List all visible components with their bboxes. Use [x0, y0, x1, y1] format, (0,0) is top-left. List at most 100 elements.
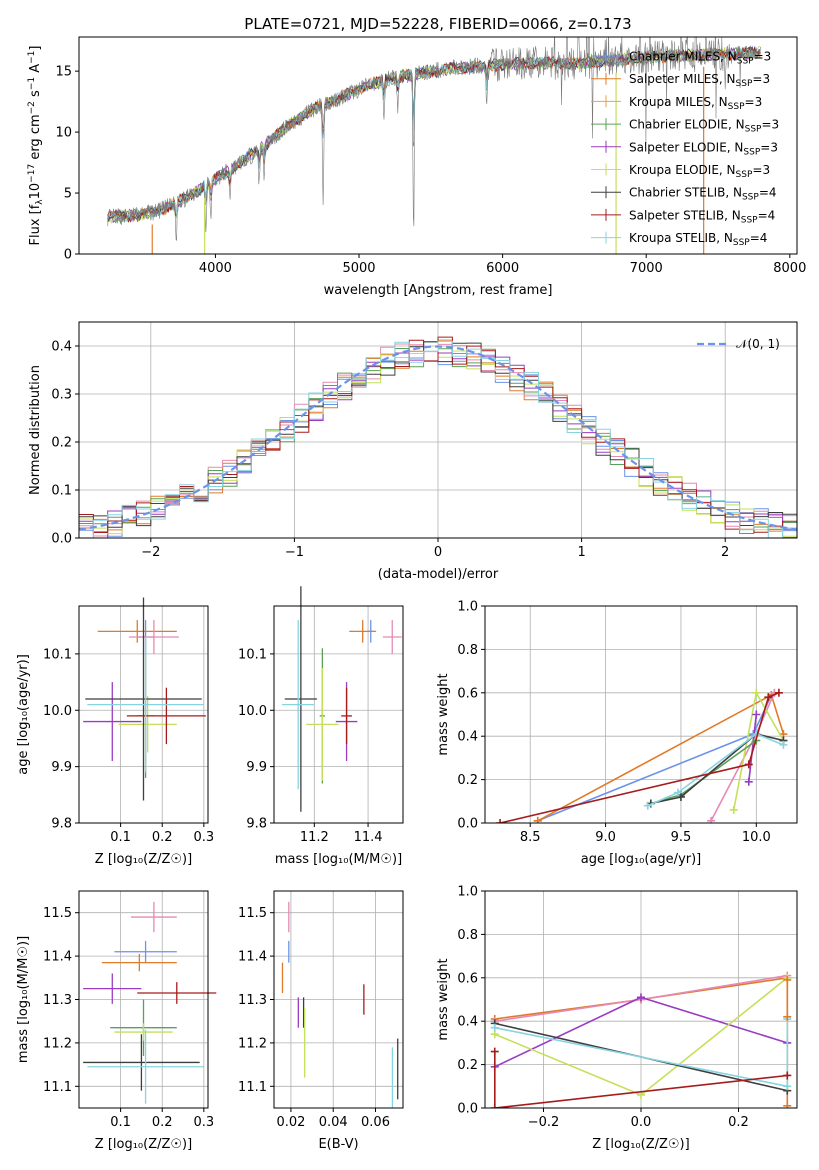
legend-label: Chabrier ELODIE, NSSP=3 — [629, 118, 779, 135]
legend-label: Salpeter ELODIE, NSSP=3 — [629, 140, 778, 157]
weight-marker — [783, 1101, 792, 1108]
y-tick-label: 0.6 — [457, 971, 478, 986]
x-tick-label: 0.06 — [361, 1115, 390, 1130]
y-tick-label: 0.8 — [457, 643, 478, 658]
data-point-kroupa-elodie — [114, 1023, 173, 1041]
panel-mass-vs-Z: 0.1 0.2 0.3 11.1 11.2 11.3 11.4 11.5 Z [log₁₀(Z/… — [16, 890, 217, 1152]
y-tick-label: 11.3 — [43, 993, 72, 1008]
legend-label: Chabrier MILES, NSSP=3 — [629, 50, 771, 67]
x-axis-label: age [log₁₀(age/yr)] — [581, 852, 702, 867]
y-tick-label: 9.9 — [246, 760, 267, 775]
weight-marker — [496, 819, 505, 823]
label-part: ] — [28, 46, 43, 51]
y-tick-label: 9.8 — [51, 817, 72, 832]
legend-label: Salpeter STELIB, NSSP=4 — [629, 208, 775, 225]
data-point-salpeter-miles — [97, 620, 177, 643]
legend-count: =4 — [750, 231, 768, 245]
x-tick-label: 6000 — [486, 261, 519, 276]
data-point-salpeter-stelib — [126, 687, 206, 745]
y-tick-label: 0.4 — [457, 1015, 478, 1030]
weight-lines — [496, 688, 788, 823]
spectrum-lines — [107, 37, 762, 254]
axes-frame — [78, 321, 798, 539]
x-tick-label: 2 — [721, 545, 729, 560]
x-axis-label: Z [log₁₀(Z/Z☉)] — [95, 1137, 192, 1152]
legend-label: Salpeter MILES, NSSP=3 — [629, 72, 770, 89]
y-tick-label: 10.0 — [43, 704, 72, 719]
y-tick-label: 1.0 — [457, 885, 478, 900]
x-tick-label: 0.1 — [110, 1115, 131, 1130]
data-point-kroupa-elodie — [306, 668, 339, 781]
y-tick-label: 15 — [55, 65, 72, 80]
weight-marker — [783, 1012, 792, 1021]
label-part: A — [28, 64, 43, 77]
y-tick-label: 0.1 — [51, 484, 72, 499]
legend-count: =4 — [759, 186, 777, 200]
y-tick-label: 0.2 — [457, 773, 478, 788]
label-part: s — [28, 90, 43, 101]
y-tick-label: 10.1 — [238, 647, 267, 662]
legend-label: Chabrier STELIB, NSSP=4 — [629, 186, 777, 203]
data-point-pink — [382, 620, 402, 654]
y-tick-label: 11.4 — [238, 950, 267, 965]
x-tick-label: 7000 — [630, 261, 663, 276]
label-part: λ — [35, 199, 45, 205]
x-tick-label: 0.2 — [152, 1115, 173, 1130]
x-tick-label: 4000 — [199, 261, 232, 276]
axes-frame — [484, 890, 798, 1109]
y-tick-label: 11.1 — [43, 1080, 72, 1095]
weight-lines — [490, 971, 792, 1108]
histogram-series — [79, 336, 797, 538]
figure-title: PLATE=0721, MJD=52228, FIBERID=0066, z=0… — [244, 15, 631, 33]
panel-mass-vs-ebv: 0.02 0.04 0.06 11.1 11.2 11.3 11.4 11.5 E(B-V) — [238, 890, 404, 1152]
y-tick-label: 0.0 — [457, 817, 478, 832]
x-tick-label: −2 — [141, 545, 160, 560]
data-point-salpeter-miles — [349, 620, 377, 643]
x-tick-label: 0.3 — [193, 1115, 214, 1130]
axes-frame — [484, 605, 798, 824]
x-tick-label: 8000 — [773, 261, 806, 276]
y-tick-label: 10 — [55, 126, 72, 141]
weight-marker — [783, 1082, 792, 1091]
y-axis-label: Normed distribution — [28, 365, 43, 495]
y-axis-label: Flux [fλ10−17 erg cm−2 s−1 A−1] — [27, 46, 45, 246]
legend-count: =3 — [760, 140, 778, 154]
x-tick-label: 0 — [434, 545, 442, 560]
legend-count: =3 — [754, 50, 772, 64]
weight-marker — [744, 760, 753, 769]
legend-count: =3 — [752, 163, 770, 177]
legend-label: Kroupa STELIB, NSSP=4 — [629, 231, 767, 248]
weight-marker — [744, 777, 753, 786]
x-tick-label: 0.0 — [631, 1115, 652, 1130]
weight-marker — [783, 1071, 792, 1080]
data-point-pink — [131, 901, 177, 933]
x-tick-label: 1 — [577, 545, 585, 560]
weight-marker — [533, 816, 542, 823]
x-tick-label: −0.2 — [528, 1115, 560, 1130]
weight-marker — [752, 710, 761, 719]
label-part: −1 — [27, 51, 37, 64]
x-axis-label: mass [log₁₀(M/M☉)] — [275, 852, 402, 867]
observed-spectrum — [107, 37, 762, 241]
data-point-kroupa-stelib — [87, 637, 204, 773]
data-point-kroupa-stelib — [282, 620, 315, 790]
x-axis-label: Z [log₁₀(Z/Z☉)] — [95, 852, 192, 867]
x-tick-label: 9.0 — [595, 830, 616, 845]
y-axis-label: mass weight — [436, 673, 451, 755]
panel-age-vs-Z: 0.1 0.2 0.3 9.8 9.9 10.0 10.1 Z [log₁₀(Z/Z☉)] ag… — [16, 597, 214, 867]
legend-subscript: SSP — [742, 193, 759, 203]
y-tick-label: 9.9 — [51, 760, 72, 775]
weight-marker — [779, 740, 788, 749]
legend-count: =3 — [761, 118, 779, 132]
data-point-pink — [128, 620, 179, 654]
x-tick-label: 0.2 — [728, 1115, 749, 1130]
y-tick-label: 11.3 — [238, 993, 267, 1008]
weight-marker — [637, 993, 645, 1002]
data-point-salpeter-elodie — [83, 973, 142, 1004]
label-part: −1 — [27, 77, 37, 90]
y-tick-label: 0.4 — [51, 340, 72, 355]
panel-weight-vs-age: 8.5 9.0 9.5 10.0 0.0 0.2 0.4 0.6 0.8 1.0 age [log₁… — [436, 600, 798, 867]
x-tick-label: 0.04 — [319, 1115, 348, 1130]
